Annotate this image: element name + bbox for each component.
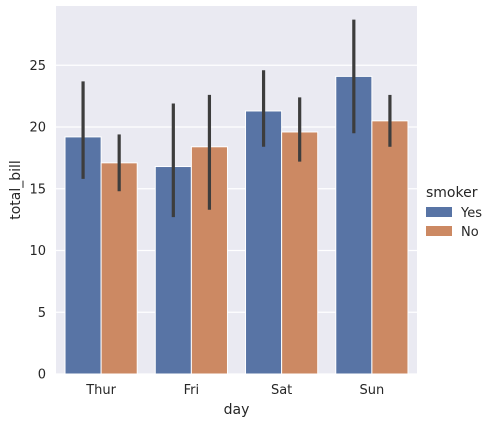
y-tick-label: 5	[38, 306, 46, 321]
y-tick-label: 25	[29, 59, 46, 74]
x-tick-labels: Thur Fri Sat Sun	[85, 383, 384, 398]
y-tick-label: 0	[38, 368, 46, 383]
y-tick-labels: 0 5 10 15 20 25	[29, 59, 46, 383]
y-tick-label: 10	[29, 244, 46, 259]
legend: smoker Yes No	[426, 185, 482, 240]
x-tick-label: Fri	[184, 383, 200, 398]
x-tick-label: Thur	[85, 383, 116, 398]
legend-label-yes: Yes	[460, 206, 482, 221]
x-tick-label: Sat	[271, 383, 292, 398]
legend-label-no: No	[461, 225, 479, 240]
bar-no-thur	[100, 162, 138, 375]
bar-yes-sat	[245, 110, 283, 375]
y-tick-label: 20	[29, 121, 46, 136]
bar-no-sat	[281, 131, 319, 375]
x-axis-label: day	[224, 402, 250, 418]
y-tick-label: 15	[29, 182, 46, 197]
y-axis-label: total_bill	[8, 160, 24, 220]
bar-no-sun	[371, 120, 409, 375]
x-tick-label: Sun	[360, 383, 385, 398]
legend-swatch-yes	[426, 207, 452, 217]
error-bars	[81, 19, 392, 218]
legend-swatch-no	[426, 226, 452, 236]
legend-title: smoker	[426, 185, 478, 201]
